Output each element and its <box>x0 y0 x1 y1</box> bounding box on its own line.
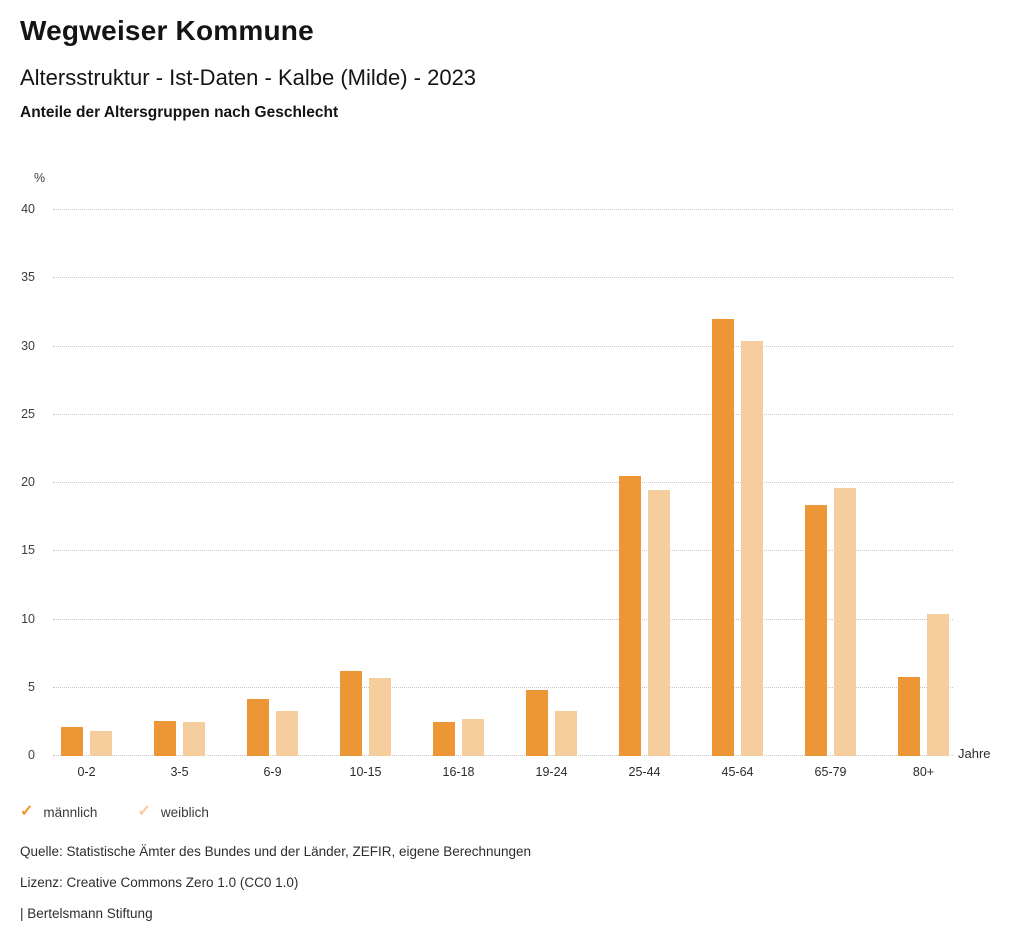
y-tick-label-35: 35 <box>21 270 35 285</box>
bar-group-0-2[interactable] <box>40 210 133 756</box>
x-tick-label-25-44: 25-44 <box>628 765 661 779</box>
bar-male-45-64[interactable] <box>712 319 734 756</box>
bar-female-25-44[interactable] <box>648 489 670 756</box>
bar-group-16-18[interactable] <box>412 210 505 756</box>
bar-female-3-5[interactable] <box>183 721 205 756</box>
x-tick-label-16-18: 16-18 <box>442 765 475 779</box>
plot-area <box>53 209 953 756</box>
y-axis: 0 5 10 15 20 25 30 35 40 <box>0 202 35 762</box>
bar-group-10-15[interactable] <box>319 210 412 756</box>
bar-male-10-15[interactable] <box>340 671 362 756</box>
legend: ✓ männlich ✓ weiblich <box>20 803 209 821</box>
bar-female-10-15[interactable] <box>369 678 391 756</box>
y-tick-label-40: 40 <box>21 202 35 216</box>
bar-female-65-79[interactable] <box>834 488 856 756</box>
legend-item-female[interactable]: ✓ weiblich <box>137 803 208 821</box>
bar-male-6-9[interactable] <box>247 698 269 756</box>
bar-group-3-5[interactable] <box>133 210 226 756</box>
source-note: Quelle: Statistische Ämter des Bundes un… <box>20 844 532 859</box>
bar-male-19-24[interactable] <box>526 690 548 756</box>
bar-male-0-2[interactable] <box>61 727 83 756</box>
gridline-10 <box>53 618 953 620</box>
x-tick-label-0-2: 0-2 <box>77 765 96 779</box>
y-tick-label-20: 20 <box>21 475 35 489</box>
x-tick-label-3-5: 3-5 <box>170 765 189 779</box>
gridline-40 <box>53 209 953 210</box>
x-tick-label-65-79: 65-79 <box>814 765 847 779</box>
legend-label: männlich <box>43 804 98 820</box>
y-tick-label-15: 15 <box>21 543 35 558</box>
bars-row <box>40 210 970 756</box>
x-tick-label-45-64: 45-64 <box>721 765 754 779</box>
bar-male-3-5[interactable] <box>154 720 176 756</box>
bar-group-65-79[interactable] <box>784 210 877 756</box>
x-axis: 0-2 3-5 6-9 10-15 16-18 19-24 25-44 45-64 65-79 8… <box>40 765 970 779</box>
page-title: Wegweiser Kommune <box>20 15 314 46</box>
bar-female-0-2[interactable] <box>90 731 112 756</box>
bar-male-65-79[interactable] <box>805 504 827 756</box>
bar-female-19-24[interactable] <box>555 710 577 756</box>
x-tick-label-80+: 80+ <box>912 765 935 779</box>
legend-item-male[interactable]: ✓ männlich <box>20 803 97 821</box>
y-tick-label-30: 30 <box>21 338 35 353</box>
bar-group-45-64[interactable] <box>691 210 784 756</box>
gridline-30 <box>53 345 953 347</box>
check-icon: ✓ <box>20 803 34 820</box>
x-tick-label-10-15: 10-15 <box>349 765 382 779</box>
x-tick-label-6-9: 6-9 <box>263 765 282 779</box>
y-tick-label-5: 5 <box>28 679 35 694</box>
bar-female-80+[interactable] <box>927 614 949 756</box>
y-tick-label-10: 10 <box>21 611 35 626</box>
bar-male-25-44[interactable] <box>619 476 641 756</box>
bar-female-16-18[interactable] <box>462 719 484 756</box>
x-tick-label-19-24: 19-24 <box>535 765 568 779</box>
gridline-25 <box>53 413 953 415</box>
gridline-5 <box>53 686 953 688</box>
bar-male-80+[interactable] <box>898 676 920 756</box>
attribution-note: | Bertelsmann Stiftung <box>20 906 153 921</box>
y-tick-label-0: 0 <box>28 748 35 762</box>
gridline-15 <box>53 550 953 552</box>
bar-group-25-44[interactable] <box>598 210 691 756</box>
bar-group-6-9[interactable] <box>226 210 319 756</box>
bar-female-45-64[interactable] <box>741 341 763 756</box>
chart-caption: Anteile der Altersgruppen nach Geschlech… <box>20 104 339 121</box>
legend-label: weiblich <box>160 804 209 820</box>
bar-male-16-18[interactable] <box>433 721 455 756</box>
check-icon: ✓ <box>137 803 151 820</box>
y-axis-unit-label: % <box>34 171 46 185</box>
license-note: Lizenz: Creative Commons Zero 1.0 (CC0 1… <box>20 875 299 890</box>
chart-subtitle: Altersstruktur - Ist-Daten - Kalbe (Mild… <box>20 65 477 90</box>
y-tick-label-25: 25 <box>21 406 35 421</box>
bar-female-6-9[interactable] <box>276 710 298 756</box>
gridline-20 <box>53 482 953 483</box>
bar-group-19-24[interactable] <box>505 210 598 756</box>
gridline-35 <box>53 277 953 279</box>
bar-group-80+[interactable] <box>877 210 970 756</box>
x-axis-unit-label: Jahre <box>958 746 991 761</box>
gridline-0 <box>53 755 953 756</box>
